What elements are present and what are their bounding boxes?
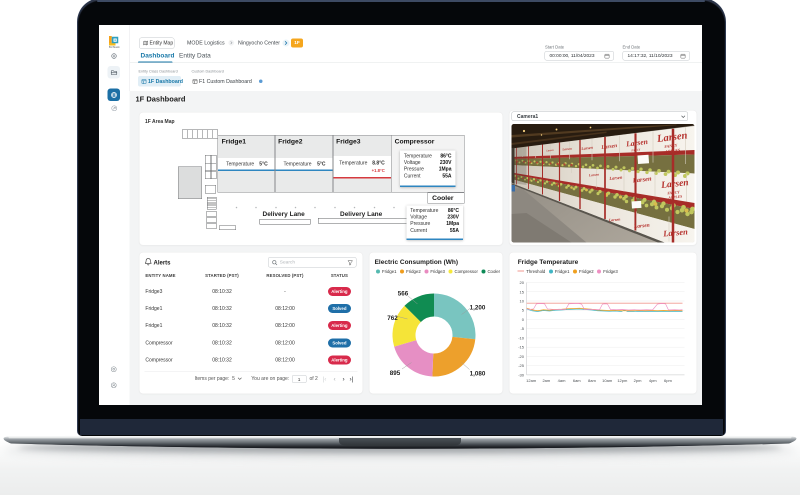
svg-text:-10: -10 (518, 336, 525, 341)
svg-text:2pm: 2pm (633, 378, 641, 383)
svg-text:FANCY: FANCY (664, 143, 678, 150)
svg-text:5: 5 (521, 308, 524, 313)
svg-text:895: 895 (389, 370, 400, 377)
svg-text:Larsen: Larsen (632, 223, 649, 230)
svg-text:-30: -30 (518, 373, 525, 378)
svg-text:1,200: 1,200 (469, 305, 485, 312)
svg-text:4pm: 4pm (648, 378, 656, 383)
svg-text:Larsen: Larsen (580, 145, 594, 152)
svg-text:2am: 2am (542, 378, 550, 383)
svg-text:-15: -15 (518, 345, 525, 350)
svg-text:Larsen: Larsen (608, 175, 623, 181)
svg-text:Larsen: Larsen (561, 147, 572, 152)
svg-text:4am: 4am (557, 378, 565, 383)
svg-text:APPLES: APPLES (667, 195, 682, 201)
svg-text:10: 10 (519, 299, 524, 304)
svg-text:1,080: 1,080 (469, 371, 485, 378)
svg-text:15: 15 (519, 290, 524, 295)
svg-text:10am: 10am (602, 378, 613, 383)
svg-text:6am: 6am (572, 378, 580, 383)
svg-text:Larsen: Larsen (600, 143, 617, 151)
svg-text:20: 20 (519, 280, 524, 285)
svg-text:-20: -20 (518, 354, 525, 359)
svg-text:Larsen: Larsen (661, 227, 688, 239)
svg-text:762: 762 (387, 315, 398, 322)
svg-text:-25: -25 (518, 363, 525, 368)
svg-text:Larsen: Larsen (631, 176, 652, 185)
svg-text:0: 0 (521, 317, 524, 322)
svg-text:6pm: 6pm (664, 378, 672, 383)
svg-text:-5: -5 (520, 326, 524, 331)
svg-text:8am: 8am (588, 378, 596, 383)
svg-text:Larsen: Larsen (587, 173, 599, 178)
svg-text:FANCY: FANCY (667, 190, 680, 195)
svg-text:12pm: 12pm (617, 378, 628, 383)
svg-text:12am: 12am (526, 378, 537, 383)
svg-text:FANCY: FANCY (631, 149, 641, 153)
svg-text:Larsen: Larsen (607, 217, 621, 223)
svg-text:Larsen: Larsen (659, 178, 688, 191)
svg-text:566: 566 (397, 291, 408, 298)
svg-text:Larsen: Larsen (655, 131, 688, 146)
svg-text:APPLES: APPLES (664, 147, 681, 154)
svg-text:Larsen: Larsen (624, 137, 648, 149)
svg-text:Larsen: Larsen (545, 149, 554, 153)
